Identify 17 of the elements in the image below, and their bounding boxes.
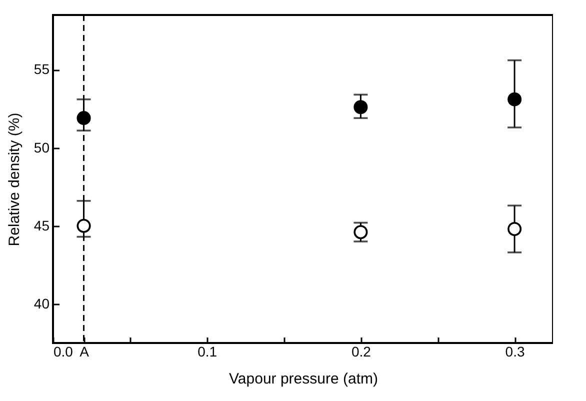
point — [508, 92, 522, 106]
x-tick-label: 0.2 — [351, 344, 372, 360]
x-tick-label: 0.0 — [54, 344, 74, 360]
x-tick-label: 0.3 — [505, 344, 525, 360]
y-tick-label: 50 — [34, 139, 50, 156]
point — [76, 218, 91, 233]
point — [354, 225, 368, 240]
x-axis-title: Vapour pressure (atm) — [229, 370, 378, 388]
point — [76, 111, 91, 126]
y-tick-label: 55 — [34, 61, 50, 78]
x-tick-label: A — [80, 344, 90, 360]
y-tick-label: 45 — [34, 217, 50, 234]
x-tick-label: 0.1 — [198, 344, 218, 360]
point — [508, 222, 522, 236]
point — [354, 100, 368, 114]
y-tick-label: 40 — [34, 295, 50, 312]
y-axis-title: Relative density (%) — [6, 112, 23, 246]
